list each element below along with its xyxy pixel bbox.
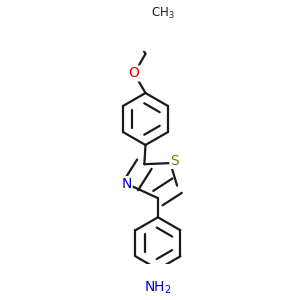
Text: O: O — [129, 67, 140, 80]
Text: N: N — [122, 177, 132, 191]
Text: S: S — [170, 154, 179, 168]
Text: NH$_2$: NH$_2$ — [144, 279, 172, 296]
Text: CH$_3$: CH$_3$ — [151, 6, 175, 21]
